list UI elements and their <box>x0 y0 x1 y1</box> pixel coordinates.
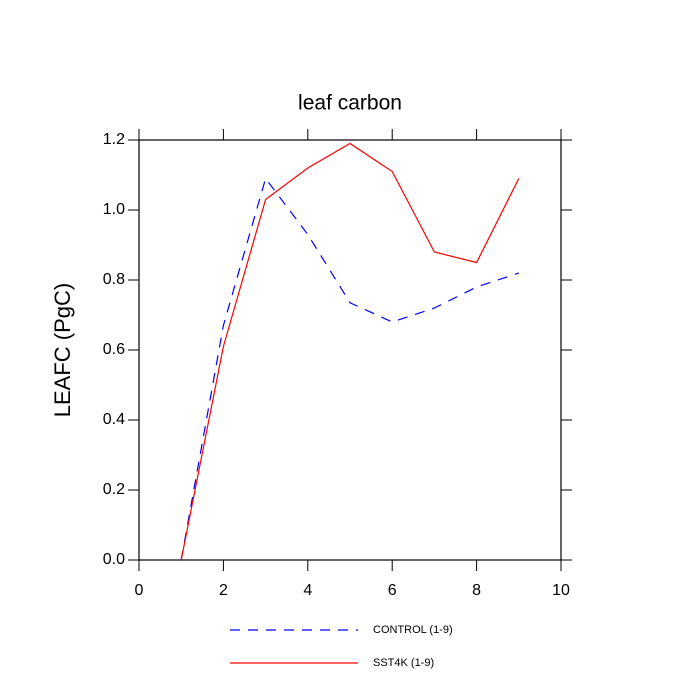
y-tick-label: 0.6 <box>103 341 125 358</box>
legend-label: SST4K (1-9) <box>373 657 434 669</box>
y-axis-label: LEAFC (PgC) <box>50 283 75 417</box>
x-tick-label: 8 <box>472 582 481 599</box>
y-tick-label: 0.0 <box>103 551 125 568</box>
y-tick-label: 1.2 <box>103 131 125 148</box>
x-tick-label: 4 <box>303 582 312 599</box>
y-tick-label: 0.8 <box>103 271 125 288</box>
x-tick-label: 10 <box>552 582 570 599</box>
chart-title: leaf carbon <box>298 92 402 115</box>
y-tick-label: 1.0 <box>103 201 125 218</box>
series-line <box>180 142 520 561</box>
series-line <box>180 177 519 561</box>
x-tick-label: 2 <box>219 582 228 599</box>
legend-label: CONTROL (1-9) <box>373 624 453 636</box>
y-tick-label: 0.2 <box>103 481 125 498</box>
x-tick-label: 6 <box>388 582 397 599</box>
y-tick-label: 0.4 <box>103 411 125 428</box>
x-tick-label: 0 <box>135 582 144 599</box>
